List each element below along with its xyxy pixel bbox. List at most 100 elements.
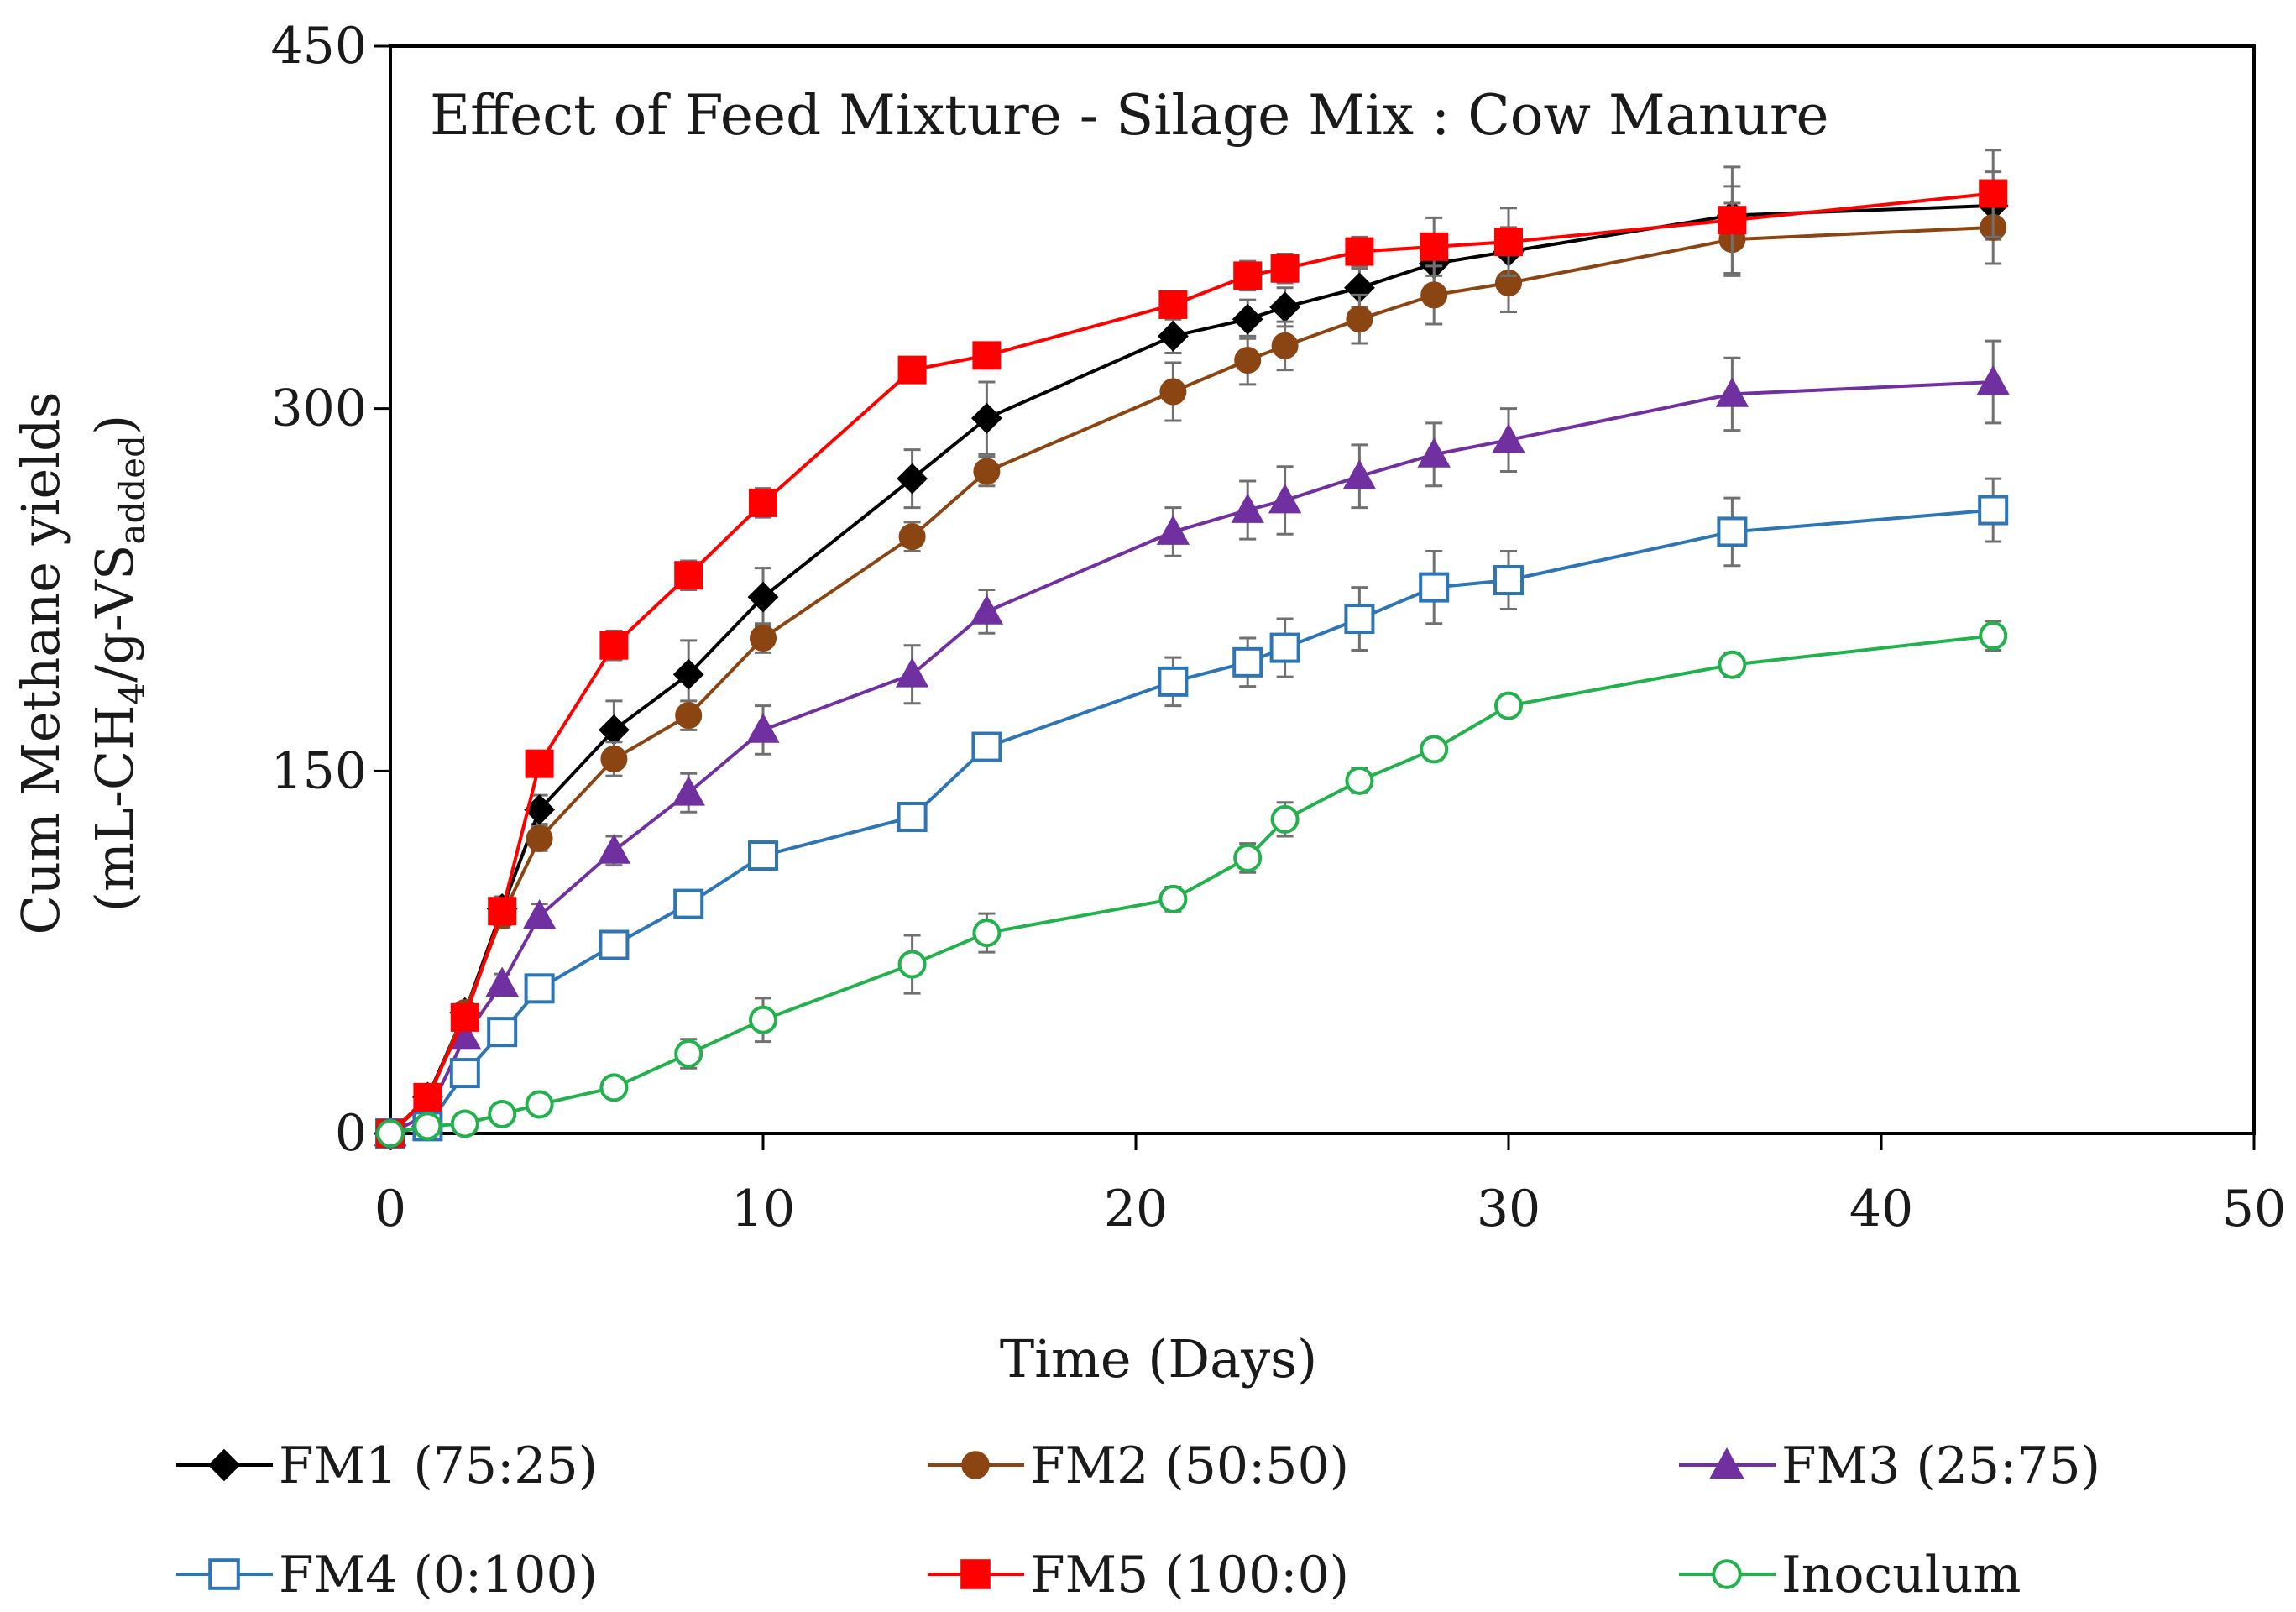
data-point-fm3-25-75 (1976, 364, 2010, 395)
data-point-inoculum (525, 1090, 554, 1119)
data-point-inoculum (1270, 804, 1300, 834)
data-point-fm4-0-100 (897, 802, 928, 833)
legend-label-fm3-25-75: FM3 (25:75) (1781, 1437, 2100, 1495)
legend-item-fm1-75-25: FM1 (75:25) (176, 1437, 598, 1495)
series-fm2-50-50 (377, 190, 2007, 1147)
data-point-fm2-50-50 (1346, 306, 1373, 333)
series-layer (374, 149, 2010, 1149)
data-point-inoculum (1494, 691, 1523, 720)
data-point-fm5-100-0 (488, 897, 517, 926)
data-point-fm2-50-50 (600, 745, 628, 772)
legend-item-fm3-25-75: FM3 (25:75) (1679, 1437, 2100, 1495)
x-tick-label-30: 30 (1477, 1180, 1540, 1238)
data-point-fm3-25-75 (970, 594, 1004, 625)
data-point-fm5-100-0 (1345, 237, 1374, 266)
x-tick-label-50: 50 (2222, 1180, 2286, 1238)
data-point-fm3-25-75 (522, 898, 557, 929)
data-point-inoculum (376, 1119, 405, 1148)
data-point-fm4-0-100 (449, 1058, 480, 1089)
x-axis-ticks: 0 10 20 30 40 50 (374, 1133, 2286, 1238)
data-point-fm1-75-25 (1232, 303, 1263, 335)
legend-marker-inoculum (1712, 1559, 1742, 1589)
data-point-fm2-50-50 (750, 625, 777, 652)
data-point-inoculum (897, 950, 927, 979)
data-point-fm2-50-50 (675, 702, 703, 730)
data-point-fm4-0-100 (1978, 495, 2009, 526)
data-point-fm1-75-25 (747, 581, 779, 613)
data-point-fm4-0-100 (524, 973, 555, 1004)
data-point-inoculum (1979, 621, 2008, 651)
data-point-fm1-75-25 (672, 658, 704, 690)
data-point-inoculum (972, 919, 1002, 948)
x-tick-label-0: 0 (374, 1180, 406, 1238)
y-tick-label-450: 450 (270, 17, 367, 76)
data-point-fm5-100-0 (450, 1002, 479, 1032)
data-point-fm4-0-100 (487, 1017, 518, 1048)
x-axis-title: Time (Days) (1000, 1328, 1317, 1390)
y-axis-unit-sub2: added (112, 435, 153, 545)
series-fm4-0-100 (375, 477, 2009, 1149)
data-point-fm3-25-75 (1156, 515, 1190, 545)
data-point-fm2-50-50 (1234, 347, 1262, 374)
legend-marker-fm3-25-75 (1709, 1447, 1744, 1479)
legend-marker-fm1-75-25 (207, 1448, 241, 1482)
series-inoculum (376, 620, 2008, 1148)
series-fm5-100-0 (376, 149, 2008, 1148)
data-point-fm5-100-0 (1158, 290, 1188, 319)
legend-marker-fm2-50-50 (961, 1451, 990, 1479)
legend-marker-fm5-100-0 (960, 1559, 991, 1589)
data-point-fm3-25-75 (1417, 437, 1451, 468)
data-point-fm5-100-0 (1420, 232, 1449, 261)
legend-label-fm1-75-25: FM1 (75:25) (279, 1437, 598, 1495)
y-axis-title-line2: (mL-CH4/g-VSadded) (84, 415, 153, 912)
data-point-fm5-100-0 (1718, 206, 1747, 235)
data-point-fm2-50-50 (973, 458, 1001, 485)
y-tick-label-300: 300 (270, 379, 367, 438)
data-point-fm5-100-0 (1494, 228, 1523, 257)
data-point-fm5-100-0 (525, 749, 554, 778)
data-point-fm4-0-100 (1158, 666, 1189, 697)
legend-item-inoculum: Inoculum (1679, 1546, 2021, 1604)
data-point-fm5-100-0 (599, 631, 629, 660)
data-point-fm4-0-100 (599, 929, 630, 960)
data-point-inoculum (1345, 766, 1374, 795)
y-tick-label-0: 0 (335, 1104, 367, 1163)
data-point-fm3-25-75 (485, 966, 519, 997)
data-point-fm4-0-100 (1419, 572, 1450, 603)
data-point-inoculum (1233, 843, 1263, 872)
data-point-fm2-50-50 (1159, 378, 1187, 406)
data-point-inoculum (749, 1005, 777, 1034)
data-point-fm2-50-50 (1420, 281, 1448, 309)
data-point-fm4-0-100 (1493, 564, 1524, 595)
data-point-fm3-25-75 (1715, 377, 1749, 407)
y-axis-unit-suffix: ) (84, 415, 145, 435)
data-point-fm5-100-0 (1979, 179, 2008, 208)
y-axis-title-line1: Cum Methane yields (10, 391, 71, 934)
data-point-fm2-50-50 (526, 824, 553, 852)
y-axis-unit-mid: /g-VS (84, 545, 145, 683)
data-point-fm5-100-0 (1233, 261, 1263, 290)
chart-title: Effect of Feed Mixture - Silage Mix : Co… (430, 83, 1829, 148)
data-point-fm4-0-100 (1232, 646, 1263, 678)
data-point-inoculum (488, 1099, 517, 1128)
legend-item-fm5-100-0: FM5 (100:0) (928, 1546, 1349, 1604)
data-point-inoculum (450, 1109, 479, 1138)
legend-label-inoculum: Inoculum (1781, 1546, 2021, 1604)
y-axis-unit-prefix: (mL-CH (84, 705, 145, 913)
data-point-fm2-50-50 (1271, 332, 1299, 359)
data-point-fm4-0-100 (1717, 516, 1748, 547)
data-point-fm3-25-75 (597, 834, 631, 864)
data-point-inoculum (599, 1073, 629, 1102)
data-point-fm3-25-75 (1492, 423, 1525, 453)
x-tick-label-10: 10 (731, 1180, 795, 1238)
y-axis-title: Cum Methane yields (mL-CH4/g-VSadded) (10, 391, 153, 934)
legend-marker-fm4-0-100 (208, 1558, 240, 1590)
legend-label-fm2-50-50: FM2 (50:50) (1030, 1437, 1349, 1495)
y-tick-label-150: 150 (270, 741, 367, 800)
y-axis-unit-sub1: 4 (112, 683, 153, 705)
data-point-fm3-25-75 (672, 776, 705, 806)
data-point-inoculum (1158, 884, 1188, 913)
data-point-inoculum (674, 1039, 703, 1069)
data-point-fm5-100-0 (749, 488, 777, 517)
